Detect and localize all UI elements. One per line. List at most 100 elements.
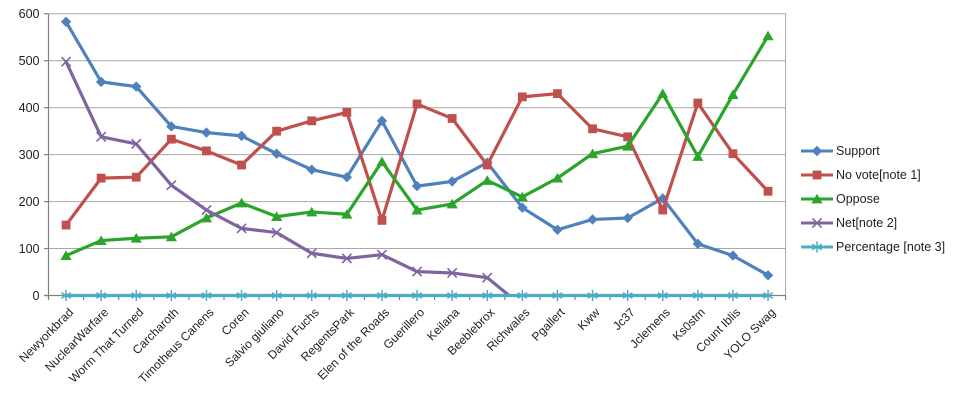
- star-marker-icon: [447, 290, 458, 301]
- diamond-marker-icon: [411, 180, 423, 192]
- square-marker-icon: [61, 220, 71, 230]
- x-marker-icon: [236, 223, 247, 234]
- diamond-marker-icon: [587, 214, 598, 225]
- star-marker-icon: [657, 290, 668, 301]
- gridlines: [48, 13, 787, 296]
- x-marker-icon: [60, 56, 72, 67]
- diamond-marker-icon: [517, 202, 528, 213]
- square-marker-icon: [482, 160, 492, 170]
- star-marker-icon: [587, 290, 598, 301]
- star-marker-icon: [236, 290, 247, 301]
- x-marker-icon: [201, 204, 212, 216]
- star-marker-icon: [271, 290, 282, 301]
- triangle-marker-icon: [622, 140, 634, 151]
- legend-swatch-group: [801, 241, 833, 253]
- triangle-marker-icon: [727, 89, 739, 99]
- legend-label-support: Support: [836, 144, 880, 158]
- legend-swatch-group: [801, 145, 833, 157]
- square-marker-icon: [272, 126, 282, 136]
- legend-swatch-group: [801, 170, 833, 180]
- series-percentage: [60, 290, 774, 301]
- square-marker-icon: [166, 134, 176, 144]
- star-marker-icon: [376, 290, 388, 301]
- series-net: [60, 56, 512, 296]
- diamond-marker-icon: [95, 76, 107, 88]
- legend-label-net: Net[note 2]: [836, 216, 898, 230]
- star-marker-icon: [517, 290, 528, 301]
- square-marker-icon: [342, 107, 352, 117]
- y-axis-tick-label: 400: [19, 101, 40, 115]
- triangle-marker-icon: [411, 204, 423, 215]
- y-axis-tick-label: 0: [33, 289, 40, 303]
- percentage-star-marker-icon: [801, 241, 833, 253]
- x-marker-icon: [446, 267, 458, 279]
- star-marker-icon: [96, 290, 107, 301]
- star-marker-icon: [811, 241, 823, 253]
- support-diamond-marker-icon: [801, 145, 833, 157]
- triangle-marker-icon: [95, 235, 107, 245]
- diamond-marker-icon: [306, 164, 317, 175]
- diamond-marker-icon: [131, 81, 142, 92]
- x-marker-icon: [306, 248, 317, 259]
- star-marker-icon: [131, 290, 142, 301]
- diamond-marker-icon: [811, 145, 823, 157]
- diamond-marker-icon: [692, 238, 704, 250]
- square-marker-icon: [728, 149, 738, 159]
- y-axis-tick-label: 600: [19, 7, 40, 21]
- legend-label-percentage: Percentage [note 3]: [836, 240, 946, 254]
- x-marker-icon: [271, 227, 282, 238]
- oppose-triangle-marker-icon: [801, 193, 833, 204]
- diamond-marker-icon: [762, 270, 774, 281]
- square-marker-icon: [553, 89, 562, 99]
- x-marker-icon: [341, 253, 353, 264]
- star-marker-icon: [762, 290, 774, 301]
- diamond-marker-icon: [622, 212, 633, 224]
- star-marker-icon: [692, 290, 703, 301]
- x-axis-category-label: Pgallert: [529, 305, 568, 344]
- legend-swatch-group: [801, 217, 833, 229]
- series-oppose-line: [64, 34, 770, 258]
- y-axis-tick-label: 200: [19, 195, 40, 209]
- square-marker-icon: [623, 132, 633, 142]
- x-marker-icon: [482, 272, 493, 283]
- x-marker-icon: [166, 180, 177, 191]
- triangle-marker-icon: [586, 148, 599, 159]
- triangle-marker-icon: [235, 197, 248, 208]
- square-marker-icon: [517, 92, 527, 102]
- diamond-marker-icon: [236, 130, 247, 142]
- star-marker-icon: [201, 290, 212, 301]
- diamond-marker-icon: [552, 224, 563, 235]
- x-marker-icon: [376, 249, 388, 260]
- x-axis-category-label: Coren: [219, 305, 252, 338]
- legend-item-oppose: Oppose: [801, 187, 945, 211]
- star-marker-icon: [306, 290, 317, 301]
- square-marker-icon: [412, 99, 422, 109]
- square-marker-icon: [131, 172, 141, 182]
- triangle-marker-icon: [341, 209, 353, 219]
- triangle-marker-icon: [446, 198, 458, 209]
- square-marker-icon: [202, 146, 211, 156]
- x-axis-category-label: Jc37: [610, 305, 638, 333]
- diamond-marker-icon: [446, 176, 458, 187]
- series-no-vote: [61, 89, 773, 230]
- triangle-marker-icon: [481, 175, 493, 185]
- diamond-marker-icon: [727, 250, 739, 261]
- triangle-marker-icon: [60, 250, 72, 260]
- star-marker-icon: [341, 290, 352, 301]
- star-marker-icon: [552, 290, 563, 301]
- square-marker-icon: [588, 124, 597, 134]
- x-marker-icon: [811, 217, 823, 229]
- y-axis-tick-label: 300: [19, 148, 40, 162]
- y-axis-tick-label: 500: [19, 54, 40, 68]
- series-support: [60, 16, 774, 281]
- square-marker-icon: [307, 116, 317, 126]
- triangle-marker-icon: [657, 88, 669, 99]
- diamond-marker-icon: [166, 121, 177, 132]
- legend-item-net: Net[note 2]: [801, 211, 945, 235]
- x-marker-icon: [95, 131, 107, 142]
- triangle-marker-icon: [200, 212, 213, 223]
- square-marker-icon: [812, 170, 822, 180]
- x-marker-icon: [411, 266, 423, 277]
